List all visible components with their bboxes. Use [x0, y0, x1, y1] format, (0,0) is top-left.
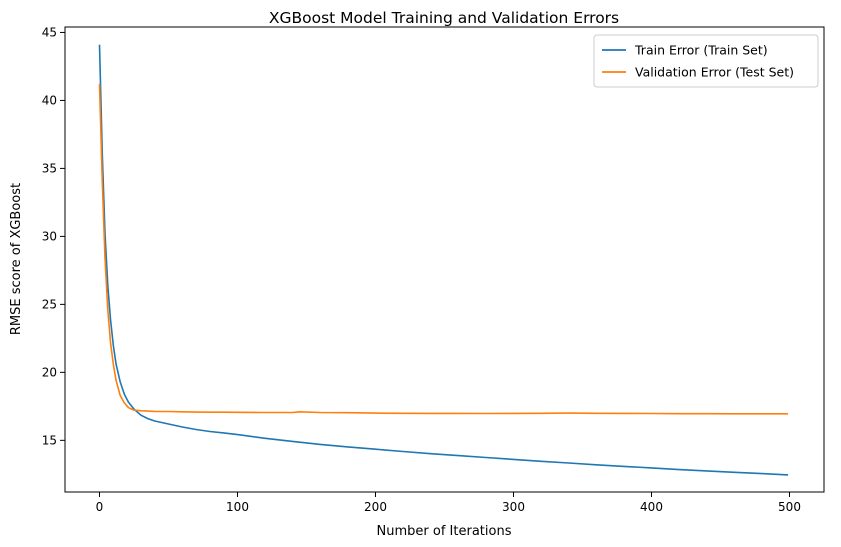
y-tick-label: 45 — [42, 25, 57, 39]
y-axis: 15 20 25 30 35 40 45 — [42, 25, 65, 447]
x-tick-label: 300 — [502, 500, 525, 514]
y-tick-label: 15 — [42, 433, 57, 447]
legend-entry: Validation Error (Test Set) — [635, 65, 794, 80]
x-tick-label: 400 — [640, 500, 663, 514]
x-tick-label: 100 — [226, 500, 249, 514]
legend-entry: Train Error (Train Set) — [634, 43, 768, 58]
y-tick-label: 35 — [42, 161, 57, 175]
x-tick-label: 500 — [778, 500, 801, 514]
x-axis: 0 100 200 300 400 500 — [96, 492, 801, 514]
series-line-0 — [98, 44, 789, 476]
series-line-1 — [98, 84, 789, 415]
legend-box — [593, 34, 819, 88]
x-axis-label: Number of Iterations — [377, 524, 512, 539]
y-tick-label: 25 — [42, 297, 57, 311]
legend: Train Error (Train Set) Validation Error … — [593, 34, 819, 88]
y-axis-label: RMSE score of XGBoost — [9, 183, 24, 335]
x-tick-label: 200 — [364, 500, 387, 514]
y-tick-label: 30 — [42, 229, 57, 243]
chart-title: XGBoost Model Training and Validation Er… — [269, 9, 619, 27]
y-tick-label: 20 — [42, 365, 57, 379]
x-tick-label: 0 — [96, 500, 104, 514]
y-tick-label: 40 — [42, 93, 57, 107]
plot-lines — [98, 44, 789, 476]
plot-frame — [64, 26, 825, 493]
